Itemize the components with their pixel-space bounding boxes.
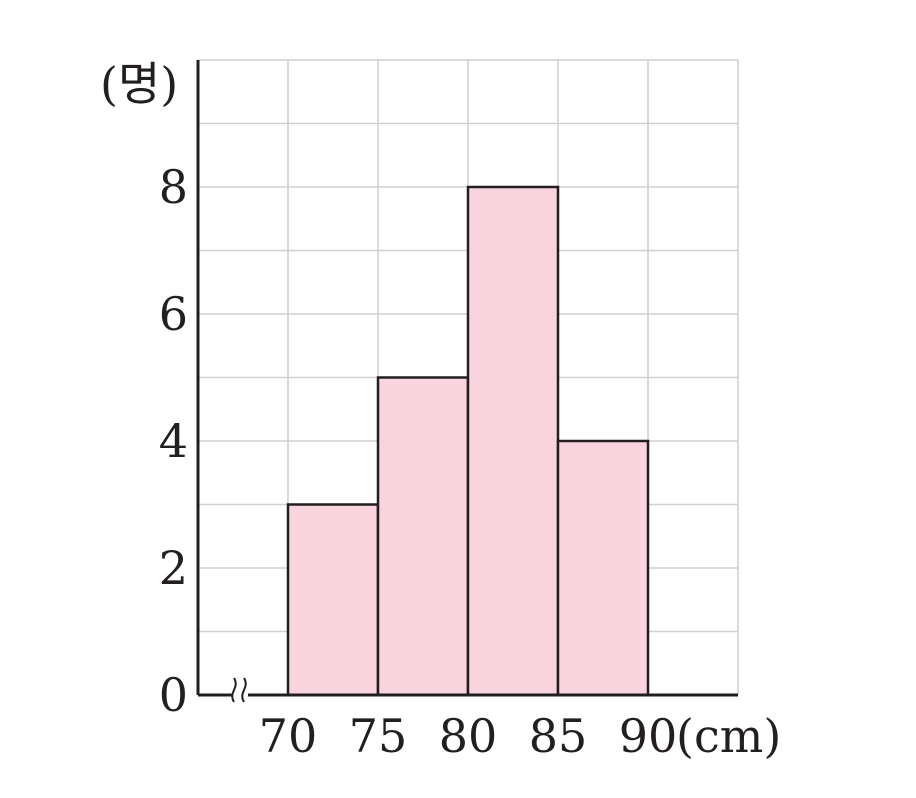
x-tick-label: 70	[259, 709, 318, 763]
y-tick-label: 8	[159, 160, 188, 214]
axis-break-mark	[231, 677, 237, 703]
bars	[286, 185, 650, 697]
histogram-bar	[466, 185, 560, 697]
axes	[196, 60, 738, 704]
y-tick-label: 4	[159, 414, 188, 468]
histogram-bar	[556, 439, 650, 697]
histogram-bar	[286, 503, 380, 697]
y-unit-label: (명)	[100, 57, 178, 111]
x-tick-label: 85	[529, 709, 588, 763]
x-unit-label: (cm)	[676, 709, 781, 763]
y-tick-label: 0	[159, 668, 188, 722]
tick-labels: 0 2 4 6 8 70 75 80 85 90(cm)	[159, 160, 782, 763]
axis-break-mark	[241, 677, 247, 703]
y-tick-label: 6	[159, 287, 188, 341]
histogram-bar	[376, 376, 470, 697]
x-tick-label: 75	[349, 709, 408, 763]
y-tick-label: 2	[159, 541, 188, 595]
x-tick-label: 80	[439, 709, 498, 763]
x-tick-label: 90	[619, 709, 678, 763]
